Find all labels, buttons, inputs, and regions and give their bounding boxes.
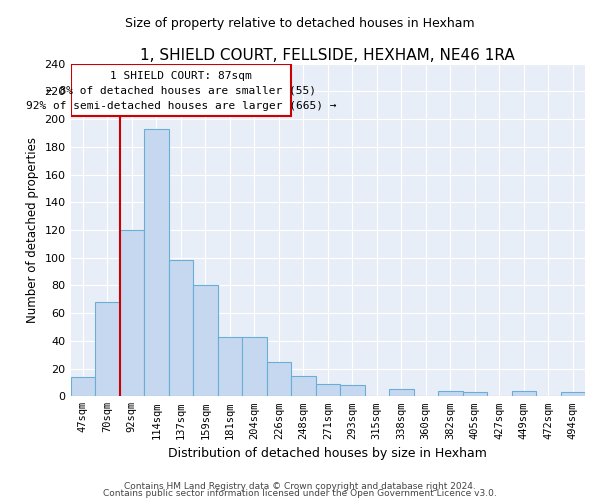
Bar	[119, 230, 144, 396]
FancyBboxPatch shape	[71, 64, 291, 116]
Text: 92% of semi-detached houses are larger (665) →: 92% of semi-detached houses are larger (…	[26, 101, 336, 111]
Bar	[169, 260, 193, 396]
Bar	[463, 392, 487, 396]
Bar	[340, 385, 365, 396]
Bar	[266, 362, 291, 396]
Bar	[144, 129, 169, 396]
Title: 1, SHIELD COURT, FELLSIDE, HEXHAM, NE46 1RA: 1, SHIELD COURT, FELLSIDE, HEXHAM, NE46 …	[140, 48, 515, 62]
Bar	[242, 336, 266, 396]
Bar	[560, 392, 585, 396]
Bar	[71, 377, 95, 396]
Bar	[316, 384, 340, 396]
Y-axis label: Number of detached properties: Number of detached properties	[26, 137, 39, 323]
Bar	[218, 336, 242, 396]
Bar	[389, 390, 413, 396]
Text: Size of property relative to detached houses in Hexham: Size of property relative to detached ho…	[125, 18, 475, 30]
Bar	[193, 286, 218, 397]
Bar	[512, 391, 536, 396]
Text: 1 SHIELD COURT: 87sqm: 1 SHIELD COURT: 87sqm	[110, 70, 252, 81]
Bar	[95, 302, 119, 396]
X-axis label: Distribution of detached houses by size in Hexham: Distribution of detached houses by size …	[169, 447, 487, 460]
Text: ← 8% of detached houses are smaller (55): ← 8% of detached houses are smaller (55)	[46, 86, 316, 96]
Bar	[438, 391, 463, 396]
Text: Contains public sector information licensed under the Open Government Licence v3: Contains public sector information licen…	[103, 490, 497, 498]
Bar	[291, 376, 316, 396]
Text: Contains HM Land Registry data © Crown copyright and database right 2024.: Contains HM Land Registry data © Crown c…	[124, 482, 476, 491]
